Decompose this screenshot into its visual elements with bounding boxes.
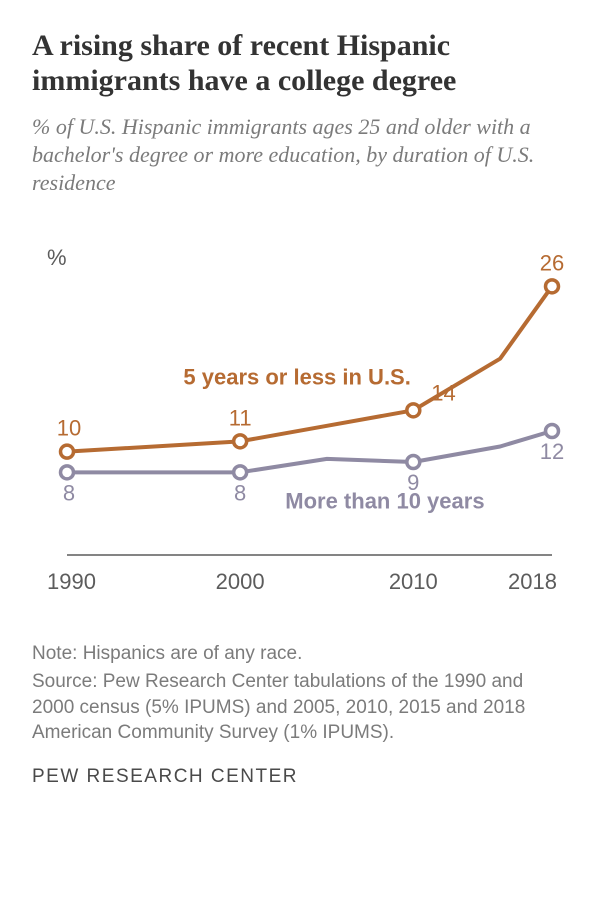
value-label-recent: 14: [431, 381, 455, 406]
y-axis-unit: %: [47, 245, 67, 270]
series-line-long: [67, 431, 552, 472]
value-label-long: 8: [234, 481, 246, 506]
series-marker-long: [234, 466, 247, 479]
value-label-long: 8: [63, 481, 75, 506]
value-label-recent: 11: [229, 406, 252, 431]
chart-source: Source: Pew Research Center tabulations …: [32, 669, 569, 746]
x-tick-label: 2010: [389, 569, 438, 594]
series-marker-long: [61, 466, 74, 479]
x-tick-label: 2018: [508, 569, 557, 594]
x-tick-label: 1990: [47, 569, 96, 594]
chart-note: Note: Hispanics are of any race.: [32, 641, 569, 667]
series-marker-long: [546, 425, 559, 438]
chart-subtitle: % of U.S. Hispanic immigrants ages 25 an…: [32, 113, 569, 197]
chart-area: % 1990 2000 2010 2018 10 11 14 26 5 years or less…: [32, 225, 569, 615]
series-label-long: More than 10 years: [285, 489, 484, 514]
chart-title: A rising share of recent Hispanic immigr…: [32, 28, 569, 99]
series-marker-long: [407, 456, 420, 469]
value-label-recent: 26: [540, 251, 564, 276]
series-marker-recent: [407, 404, 420, 417]
series-marker-recent: [546, 280, 559, 293]
value-label-long: 12: [540, 439, 564, 464]
line-chart-svg: % 1990 2000 2010 2018 10 11 14 26 5 years or less…: [32, 225, 569, 615]
x-tick-label: 2000: [216, 569, 265, 594]
brand-label: PEW RESEARCH CENTER: [32, 766, 569, 788]
series-label-recent: 5 years or less in U.S.: [183, 365, 410, 390]
series-marker-recent: [234, 435, 247, 448]
value-label-recent: 10: [57, 416, 81, 441]
series-marker-recent: [61, 445, 74, 458]
